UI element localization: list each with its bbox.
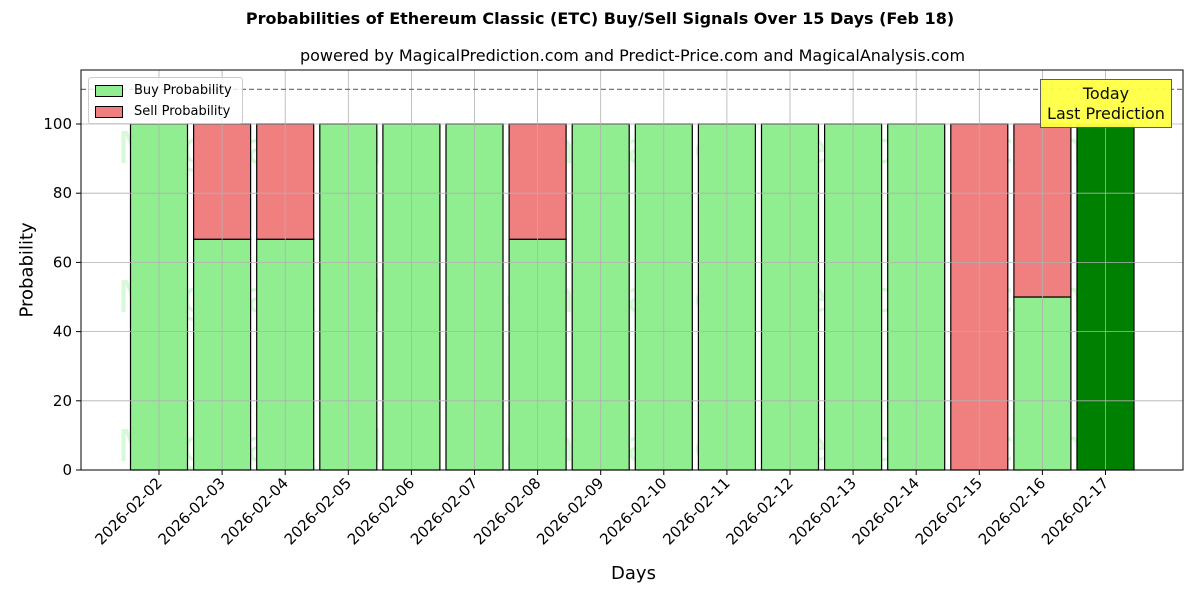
x-tick-label: 2026-02-17	[1038, 474, 1112, 548]
x-tick-label: 2026-02-12	[722, 474, 796, 548]
x-axis-label: Days	[611, 563, 656, 584]
today-label: Today	[1082, 84, 1130, 103]
legend: Buy Probability Sell Probability	[88, 77, 243, 124]
y-tick-label: 100	[43, 115, 72, 133]
y-tick-label: 0	[62, 461, 72, 479]
plot-frame	[80, 69, 1184, 471]
buy-swatch-icon	[95, 84, 123, 97]
x-tick-label: 2026-02-08	[470, 474, 544, 548]
last-prediction-label: Last Prediction	[1047, 104, 1165, 123]
y-tick-label: 80	[53, 184, 72, 202]
y-tick-label: 40	[53, 323, 72, 341]
today-annotation: Today Last Prediction	[1040, 79, 1172, 128]
sell-swatch-icon	[95, 105, 123, 118]
x-tick-label: 2026-02-13	[786, 474, 860, 548]
x-tick-label: 2026-02-16	[975, 474, 1049, 548]
x-tick-label: 2026-02-07	[407, 474, 481, 548]
x-tick-label: 2026-02-09	[533, 474, 607, 548]
x-tick-label: 2026-02-05	[281, 474, 355, 548]
x-tick-label: 2026-02-04	[218, 474, 292, 548]
legend-item-sell: Sell Probability	[95, 104, 230, 119]
chart-title: Probabilities of Ethereum Classic (ETC) …	[245, 9, 955, 28]
x-tick-label: 2026-02-15	[912, 474, 986, 548]
x-tick-label: 2026-02-11	[659, 474, 733, 548]
y-axis-label: Probability	[16, 222, 38, 318]
x-tick-label: 2026-02-10	[596, 474, 670, 548]
legend-sell-label: Sell Probability	[134, 104, 231, 119]
legend-item-buy: Buy Probability	[95, 83, 232, 98]
x-tick-label: 2026-02-02	[91, 474, 165, 548]
y-tick-label: 60	[53, 253, 72, 271]
y-tick-label: 20	[53, 392, 72, 410]
x-tick-label: 2026-02-06	[344, 474, 418, 548]
x-tick-label: 2026-02-03	[155, 474, 229, 548]
legend-buy-label: Buy Probability	[134, 83, 232, 98]
bar-2026-02-04	[256, 123, 315, 471]
x-tick-label: 2026-02-14	[849, 474, 923, 548]
chart-subtitle: powered by MagicalPrediction.com and Pre…	[299, 46, 966, 65]
